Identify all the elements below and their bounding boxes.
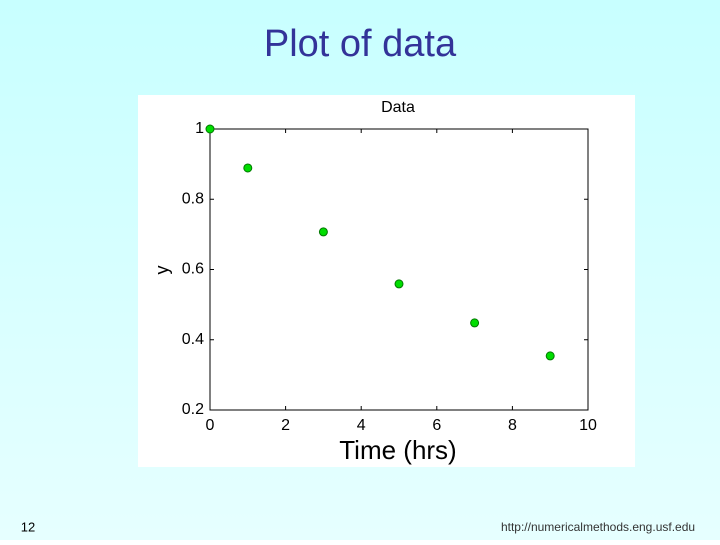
data-point — [394, 279, 404, 289]
x-tick-label: 8 — [508, 417, 517, 434]
data-point — [470, 318, 480, 328]
data-point — [243, 163, 253, 173]
y-tick-label: 1 — [195, 120, 204, 137]
y-tick-label: 0.4 — [182, 331, 204, 348]
slide-title: Plot of data — [264, 23, 457, 65]
x-axis-label: Time (hrs) — [339, 435, 456, 465]
y-tick-label: 0.2 — [182, 401, 204, 418]
page-number: 12 — [21, 519, 35, 534]
y-tick-label: 0.8 — [182, 190, 204, 207]
footer-url: http://numericalmethods.eng.usf.edu — [501, 520, 695, 534]
x-tick-label: 10 — [579, 417, 597, 434]
data-point — [545, 351, 555, 361]
x-tick-label: 2 — [281, 417, 290, 434]
y-axis-label: y — [152, 266, 172, 275]
y-tick-label: 0.6 — [182, 261, 204, 278]
data-point — [318, 227, 328, 237]
data-point — [205, 124, 215, 134]
x-tick-label: 4 — [357, 417, 366, 434]
x-tick-label: 6 — [432, 417, 441, 434]
figure-area — [138, 95, 635, 467]
chart-title: Data — [381, 99, 415, 116]
x-tick-label: 0 — [206, 417, 215, 434]
